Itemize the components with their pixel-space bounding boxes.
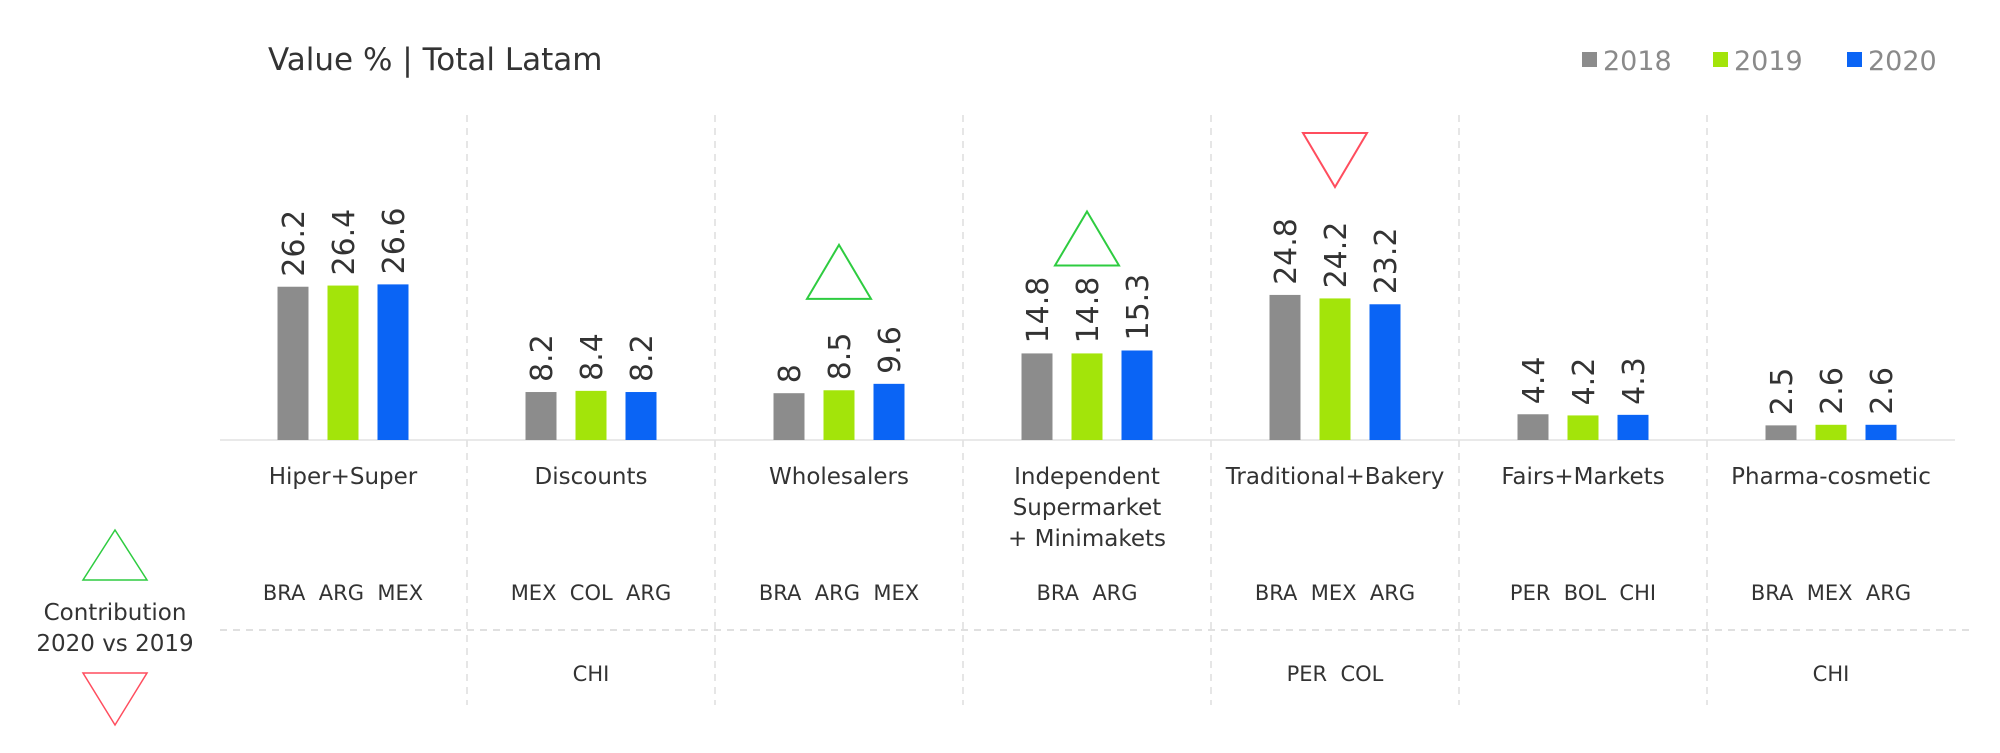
bar-2018 [1517, 414, 1549, 440]
contribution-negative-codes: CHI [573, 662, 610, 686]
category-label: Independent [1014, 464, 1160, 490]
bar-2019 [1319, 298, 1351, 440]
value-label: 14.8 [1071, 277, 1106, 344]
value-label: 8.2 [625, 334, 660, 382]
legend-label-2019: 2019 [1734, 46, 1803, 77]
trend-down-icon [1301, 132, 1369, 189]
bar-2018 [277, 286, 309, 440]
category-label: + Minimakets [1008, 526, 1166, 552]
contribution-negative-codes: CHI [1813, 662, 1850, 686]
bar-2019 [1815, 424, 1847, 440]
bar-2019 [575, 390, 607, 440]
bar-2020 [1617, 414, 1649, 440]
value-label: 15.3 [1121, 274, 1156, 341]
value-label: 8.4 [575, 333, 610, 381]
category-label-layer: Hiper+Super Discounts Wholesalers Independe… [269, 464, 1931, 552]
value-label: 4.4 [1517, 357, 1552, 405]
category-label: Wholesalers [769, 464, 909, 490]
contribution-positive-codes: MEX COL ARG [511, 581, 672, 605]
contribution-negative-codes: PER COL [1287, 662, 1384, 686]
contribution-positive-codes: BRA ARG MEX [263, 581, 423, 605]
trend-marker-layer [805, 132, 1369, 300]
legend-label-2018: 2018 [1603, 46, 1672, 77]
contribution-value-layer: BRA ARG MEX MEX COL ARG BRA ARG MEX BRA ARG… [263, 581, 1911, 686]
value-label: 26.2 [277, 210, 312, 277]
contribution-positive-codes: BRA MEX ARG [1751, 581, 1911, 605]
legend-swatch-2019 [1713, 52, 1728, 67]
bar-2020 [1369, 304, 1401, 440]
value-label: 14.8 [1021, 277, 1056, 344]
chart-title: Value % | Total Latam [268, 42, 602, 78]
trend-up-icon [805, 242, 873, 300]
bar-2018 [1021, 353, 1053, 440]
bar-2018 [773, 393, 805, 440]
bar-2020 [1121, 350, 1153, 440]
bar-2018 [1765, 425, 1797, 440]
bar-2018 [525, 392, 557, 440]
contribution-positive-codes: BRA ARG [1036, 581, 1137, 605]
category-label: Fairs+Markets [1501, 464, 1664, 490]
legend: 2018 2019 2020 [1582, 46, 1937, 77]
value-label: 4.2 [1567, 358, 1602, 406]
value-label: 4.3 [1617, 357, 1652, 405]
value-label: 26.4 [327, 209, 362, 276]
value-label: 24.2 [1319, 222, 1354, 289]
value-label: 24.8 [1269, 218, 1304, 285]
value-label: 23.2 [1369, 227, 1404, 294]
bar-2020 [377, 284, 409, 440]
contribution-label-line2: 2020 vs 2019 [36, 631, 193, 657]
bar-2020 [625, 392, 657, 440]
bar-layer [277, 284, 1897, 440]
trend-up-icon [1053, 209, 1121, 267]
value-label: 9.6 [873, 326, 908, 374]
value-label: 2.6 [1865, 367, 1900, 415]
bar-2020 [1865, 424, 1897, 440]
category-label: Hiper+Super [269, 464, 418, 490]
contribution-label-line1: Contribution [44, 600, 187, 626]
value-label: 8.2 [525, 334, 560, 382]
value-label: 2.6 [1815, 367, 1850, 415]
value-label-layer: 26.2 26.4 26.6 8.2 8.4 8.2 8 8.5 9.6 14.8 14.8 15.3… [277, 208, 1900, 416]
value-label: 8 [773, 364, 808, 383]
bar-2019 [1567, 415, 1599, 440]
value-label: 8.5 [823, 333, 858, 381]
legend-swatch-2020 [1847, 52, 1862, 67]
category-label: Pharma-cosmetic [1731, 464, 1931, 490]
bar-2020 [873, 383, 905, 440]
contribution-up-icon [81, 528, 149, 581]
contribution-positive-codes: BRA MEX ARG [1255, 581, 1415, 605]
contribution-positive-codes: BRA ARG MEX [759, 581, 919, 605]
value-label: 26.6 [377, 208, 412, 275]
bar-2019 [327, 285, 359, 440]
legend-swatch-2018 [1582, 52, 1597, 67]
category-label: Traditional+Bakery [1225, 464, 1445, 490]
category-label: Supermarket [1013, 495, 1162, 521]
bar-2019 [1071, 353, 1103, 440]
contribution-positive-codes: PER BOL CHI [1510, 581, 1656, 605]
category-label: Discounts [535, 464, 648, 490]
legend-label-2020: 2020 [1868, 46, 1937, 77]
bar-2019 [823, 390, 855, 440]
contribution-panel: Contribution 2020 vs 2019 [36, 528, 194, 727]
bar-2018 [1269, 294, 1301, 440]
value-label: 2.5 [1765, 368, 1800, 416]
contribution-down-icon [81, 672, 149, 727]
